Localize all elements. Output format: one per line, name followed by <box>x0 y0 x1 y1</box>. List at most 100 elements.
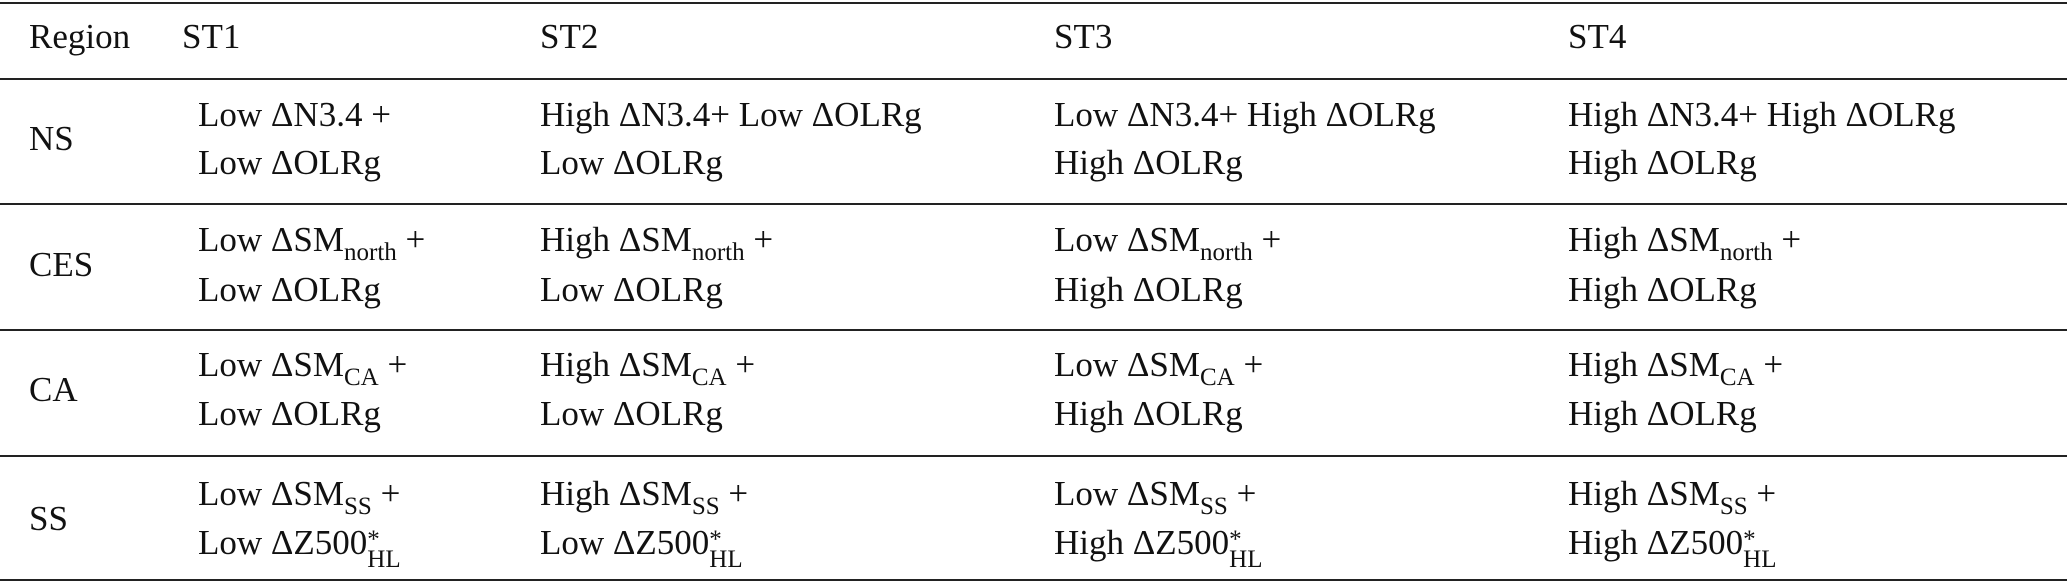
text: Low ΔZ500 <box>198 523 368 562</box>
text: High ΔZ500 <box>1568 523 1744 562</box>
subscript: SS <box>691 493 720 520</box>
cell-line: High ΔOLRg <box>1054 394 1243 434</box>
cell-line: Low ΔOLRg <box>198 394 381 434</box>
text: + <box>396 220 426 259</box>
text: + <box>1234 345 1264 384</box>
text: High ΔSM <box>1568 220 1720 259</box>
rule <box>0 455 2067 457</box>
subscript: north <box>691 239 745 266</box>
cell-line: Low ΔZ500 * HL <box>540 523 743 572</box>
cell-line: Low ΔSMnorth + <box>1054 220 1282 266</box>
text: High ΔOLRg <box>1054 143 1243 182</box>
row-label: SS <box>29 498 68 538</box>
row-label: CES <box>29 245 94 284</box>
text: Low ΔSM <box>198 220 344 259</box>
header-cell: ST3 <box>1054 17 1113 56</box>
subscript: SS <box>1719 493 1748 520</box>
cell-line: High ΔOLRg <box>1568 270 1757 310</box>
header-cell: Region <box>29 17 131 56</box>
text: High ΔSM <box>540 345 692 384</box>
text: + <box>719 474 749 513</box>
cell-line: High ΔOLRg <box>1054 143 1243 183</box>
text: Low ΔSM <box>1054 220 1200 259</box>
cell-line: Low ΔOLRg <box>540 270 723 310</box>
text: High ΔOLRg <box>1568 143 1757 182</box>
cell-line: Low ΔN3.4 + <box>198 95 391 135</box>
cell-line: High ΔN3.4+ Low ΔOLRg <box>540 95 922 135</box>
text: Low ΔSM <box>1054 474 1200 513</box>
cell-line: Low ΔSMnorth + <box>198 220 426 266</box>
text: + <box>744 220 774 259</box>
text: High ΔOLRg <box>1568 394 1757 433</box>
script-stack: * HL <box>1229 525 1263 573</box>
superscript: * <box>367 525 380 553</box>
text: Low ΔZ500 <box>540 523 710 562</box>
text: High ΔSM <box>1568 345 1720 384</box>
subscript: HL <box>1743 545 1777 573</box>
cell-line: Low ΔSMSS + <box>198 474 400 520</box>
header-cell: ST2 <box>540 17 599 56</box>
cell-line: Low ΔOLRg <box>198 270 381 310</box>
text: + <box>726 345 756 384</box>
text: + <box>1227 474 1257 513</box>
row-label: NS <box>29 119 74 158</box>
cell-line: Low ΔOLRg <box>540 143 723 183</box>
script-stack: * HL <box>709 525 743 573</box>
subscript: north <box>1200 239 1253 266</box>
cell-line: Low ΔSMSS + <box>1054 474 1257 520</box>
script-stack: * HL <box>367 525 400 572</box>
text: Low ΔSM <box>198 474 344 513</box>
text: High ΔN3.4+ Low ΔOLRg <box>540 95 922 134</box>
cell-line: Low ΔOLRg <box>198 143 381 183</box>
cell-line: High ΔN3.4+ High ΔOLRg <box>1568 95 1956 135</box>
superscript: * <box>709 525 722 553</box>
cell-line: High ΔOLRg <box>1054 270 1243 310</box>
cell-line: Low ΔZ500 * HL <box>198 523 401 572</box>
superscript: * <box>1229 525 1242 553</box>
cell-line: High ΔSMCA + <box>1568 345 1784 391</box>
cell-line: High ΔZ500 * HL <box>1568 523 1776 572</box>
cell-line: High ΔSMCA + <box>540 345 756 391</box>
cell-line: High ΔOLRg <box>1568 394 1757 434</box>
text: Low ΔOLRg <box>540 143 723 182</box>
text: High ΔSM <box>540 474 692 513</box>
text: High ΔOLRg <box>1054 394 1243 433</box>
cell-line: High ΔSMSS + <box>540 474 749 520</box>
cell-line: Low ΔN3.4+ High ΔOLRg <box>1054 95 1436 135</box>
text: High ΔSM <box>540 220 692 259</box>
superscript: * <box>1743 525 1756 553</box>
subscript: HL <box>1229 545 1263 573</box>
text: Low ΔSM <box>198 345 344 384</box>
text: Low ΔOLRg <box>198 394 381 433</box>
text: + <box>1772 220 1802 259</box>
text: High ΔN3.4+ High ΔOLRg <box>1568 95 1956 134</box>
cell-line: High ΔSMnorth + <box>540 220 774 266</box>
text: High ΔZ500 <box>1054 523 1230 562</box>
text: + <box>1747 474 1777 513</box>
rule <box>0 329 2067 331</box>
header-cell: ST4 <box>1568 17 1627 56</box>
cell-line: High ΔZ500 * HL <box>1054 523 1262 572</box>
subscript: CA <box>344 364 379 391</box>
subscript: north <box>344 239 397 266</box>
text: Low ΔOLRg <box>540 394 723 433</box>
text: + <box>1754 345 1784 384</box>
text: High ΔOLRg <box>1568 270 1757 309</box>
rule <box>0 203 2067 205</box>
cell-line: High ΔOLRg <box>1568 143 1757 183</box>
text: Low ΔOLRg <box>198 143 381 182</box>
cell-line: Low ΔSMCA + <box>198 345 407 391</box>
header-cell: ST1 <box>182 17 241 56</box>
cell-line: Low ΔSMCA + <box>1054 345 1264 391</box>
text: Low ΔN3.4+ High ΔOLRg <box>1054 95 1436 134</box>
text: High ΔSM <box>1568 474 1720 513</box>
subscript: HL <box>709 545 743 573</box>
cell-line: High ΔSMnorth + <box>1568 220 1802 266</box>
text: Low ΔOLRg <box>198 270 381 309</box>
subscript: north <box>1719 239 1773 266</box>
text: + <box>1252 220 1282 259</box>
row-label: CA <box>29 369 78 409</box>
rule <box>0 2 2067 4</box>
subscript: SS <box>1200 493 1228 520</box>
